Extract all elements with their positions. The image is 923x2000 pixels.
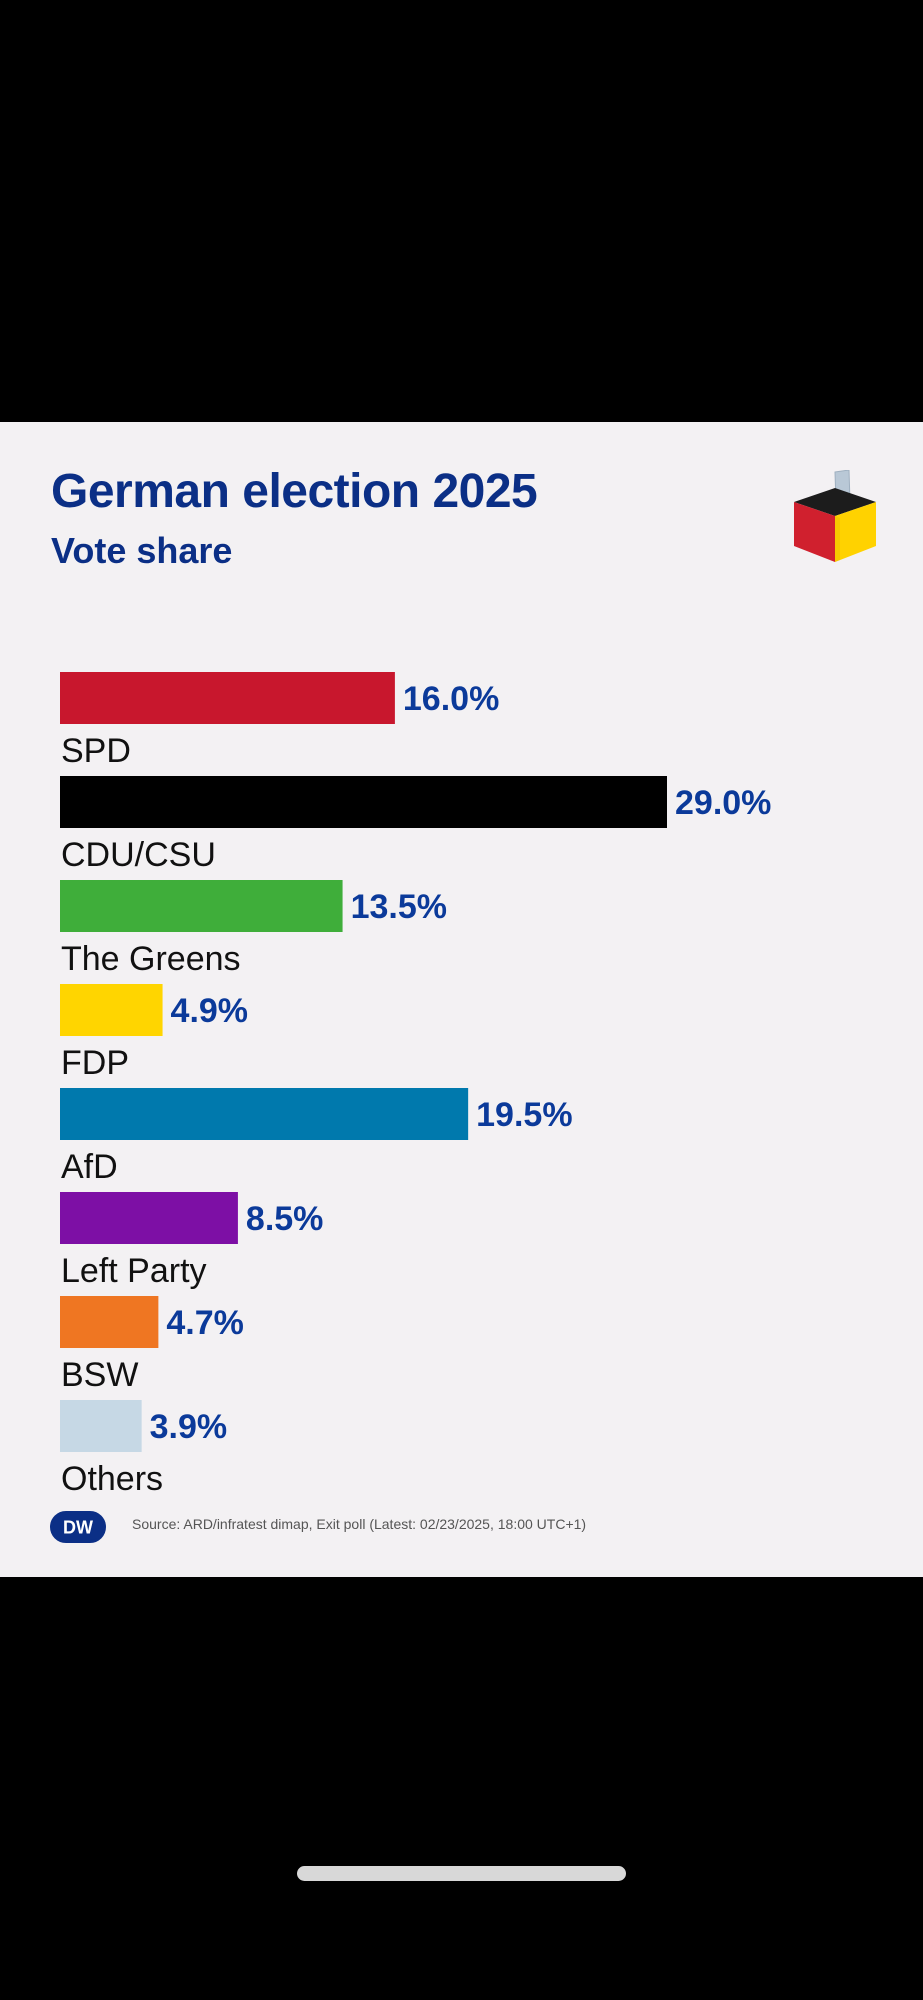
category-label: CDU/CSU	[61, 836, 216, 874]
category-label: AfD	[61, 1148, 118, 1186]
bar-left-party	[60, 1192, 238, 1244]
bar-the-greens	[60, 880, 343, 932]
chart-card: German election 2025 Vote share 16.0% SPD…	[0, 422, 923, 1577]
dw-logo: DW	[50, 1511, 106, 1543]
home-indicator[interactable]	[297, 1866, 626, 1881]
category-label: FDP	[61, 1044, 129, 1082]
bar-afd	[60, 1088, 469, 1140]
chart-subtitle: Vote share	[51, 530, 233, 571]
value-label: 8.5%	[246, 1200, 324, 1238]
bar-fdp	[60, 984, 163, 1036]
source-note: Source: ARD/infratest dimap, Exit poll (…	[132, 1516, 587, 1532]
category-label: The Greens	[61, 940, 241, 978]
category-label: SPD	[61, 732, 131, 770]
category-label: Left Party	[61, 1252, 207, 1290]
value-label: 29.0%	[675, 784, 771, 822]
value-label: 4.9%	[171, 992, 249, 1030]
value-label: 13.5%	[351, 888, 447, 926]
dw-logo-text: DW	[63, 1518, 93, 1538]
ballot-box-icon	[794, 470, 876, 562]
bar-others	[60, 1400, 142, 1452]
bar-bsw	[60, 1296, 159, 1348]
value-label: 16.0%	[403, 680, 499, 718]
value-label: 4.7%	[166, 1304, 244, 1342]
value-label: 19.5%	[476, 1096, 572, 1134]
chart-title: German election 2025	[51, 465, 538, 518]
bar-cdu-csu	[60, 776, 667, 828]
value-label: 3.9%	[150, 1408, 228, 1446]
bar-spd	[60, 672, 395, 724]
category-label: Others	[61, 1460, 163, 1498]
bar-chart: 16.0% SPD 29.0% CDU/CSU 13.5% The Greens 4.9% F…	[60, 672, 771, 1498]
category-label: BSW	[61, 1356, 138, 1394]
